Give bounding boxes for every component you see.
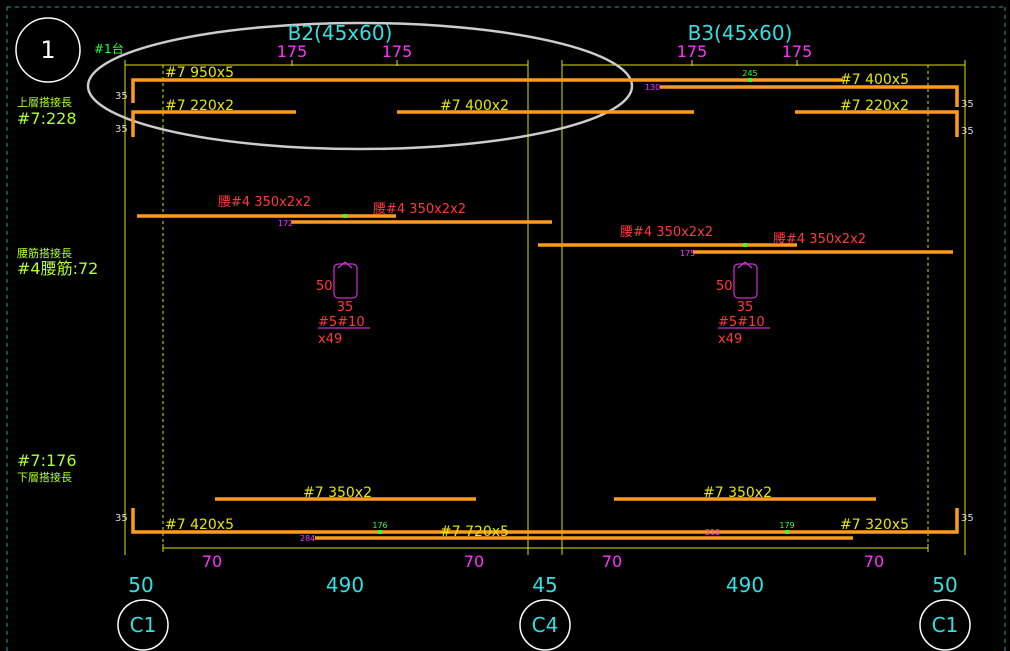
stirrup-height: 50 [716, 279, 733, 294]
start-label: 172 [278, 219, 293, 228]
note-title: 上層搭接長 [17, 96, 72, 109]
note-value: #7:228 [17, 109, 77, 128]
stirrup-width: 35 [337, 300, 354, 315]
marker: 1 [40, 36, 55, 64]
bar-label: #7 720x5 [440, 524, 509, 540]
note-title: 腰筋搭接長 [17, 246, 72, 260]
splice-label: 245 [742, 69, 757, 78]
start-label: 175 [680, 249, 695, 258]
hook-length: 35 [961, 99, 974, 110]
hook-length: 35 [961, 513, 974, 524]
support-circles [117, 599, 971, 651]
cut-length: 70 [602, 552, 622, 571]
note-value: #4腰筋:72 [17, 259, 98, 278]
cut-length: 70 [202, 552, 222, 571]
beam-name: B2(45x60) [288, 21, 393, 45]
frame [6, 6, 1006, 651]
stirrup-height: 50 [316, 279, 333, 294]
waist-label: 腰#4 350x2x2 [218, 195, 311, 210]
bar-label: #7 220x2 [165, 98, 234, 114]
unit: #1台 [94, 41, 124, 56]
stirrup-count: x49 [318, 332, 342, 347]
hook-length: 35 [115, 513, 128, 524]
support-name: C1 [130, 613, 157, 637]
span: 490 [726, 573, 764, 597]
support-width: 50 [128, 573, 153, 597]
bar-label: #7 350x2 [703, 485, 772, 501]
hook-length: 35 [961, 126, 974, 137]
stirrup [318, 261, 770, 329]
start-label: 284 [300, 534, 315, 543]
span: 490 [326, 573, 364, 597]
stirrup-width: 35 [737, 300, 754, 315]
splice-label: 176 [372, 521, 387, 530]
support-width: 45 [532, 573, 557, 597]
highlight-ellipse [86, 21, 634, 151]
bar-label: #7 350x2 [303, 485, 372, 501]
bar-label: #7 420x5 [165, 517, 234, 533]
start-label: 210 [705, 528, 720, 537]
stirrup-count: x49 [718, 332, 742, 347]
rebars [131, 78, 959, 540]
beam-name: B3(45x60) [688, 21, 793, 45]
bar-label: #7 320x5 [840, 517, 909, 533]
splice-label: 179 [779, 521, 794, 530]
note-title: 下層搭接長 [17, 471, 72, 484]
bar-label: #7 950x5 [165, 65, 234, 81]
cut-length: 70 [864, 552, 884, 571]
waist-label: 腰#4 350x2x2 [373, 202, 466, 217]
support-name: C1 [932, 613, 959, 637]
waist-label: 腰#4 350x2x2 [620, 225, 713, 240]
hook-length: 35 [115, 91, 128, 102]
waist-label: 腰#4 350x2x2 [773, 232, 866, 247]
support-width: 50 [932, 573, 957, 597]
bar-label: #7 400x5 [840, 72, 909, 88]
hook-length: 35 [115, 124, 128, 135]
bar-label: #7 220x2 [840, 98, 909, 114]
support-name: C4 [532, 613, 559, 637]
marker-circle [15, 17, 81, 83]
cut-length: 175 [277, 42, 308, 61]
bar-label: #7 400x2 [440, 98, 509, 114]
cut-length: 175 [382, 42, 413, 61]
cut-length: 175 [782, 42, 813, 61]
outline [124, 60, 966, 555]
cut-length: 70 [464, 552, 484, 571]
start-label: 130 [645, 83, 660, 92]
cut-length: 175 [677, 42, 708, 61]
note-value: #7:176 [17, 451, 77, 470]
stirrup-spec: #5#10 [318, 315, 365, 330]
stirrup-spec: #5#10 [718, 315, 765, 330]
